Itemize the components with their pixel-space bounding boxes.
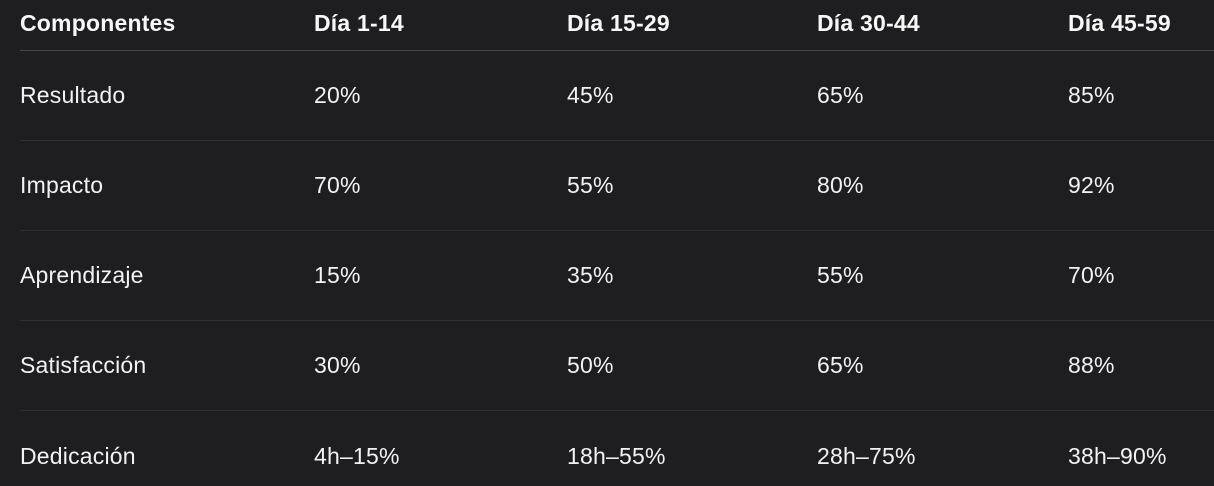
value-cell: 38h–90% xyxy=(1068,442,1167,469)
value-cell: 85% xyxy=(1068,82,1115,108)
row-label: Dedicación xyxy=(20,442,136,469)
row-label: Resultado xyxy=(20,82,126,108)
column-header-dia-15-29: Día 15-29 xyxy=(567,9,670,36)
table-row-satisfaccion: Satisfacción 30% 50% 65% 88% xyxy=(20,321,1214,411)
value-cell: 88% xyxy=(1068,352,1115,378)
value-cell: 35% xyxy=(567,262,614,288)
value-cell: 45% xyxy=(567,82,614,108)
table-row-aprendizaje: Aprendizaje 15% 35% 55% 70% xyxy=(20,231,1214,321)
value-cell: 70% xyxy=(1068,262,1115,288)
row-label: Satisfacción xyxy=(20,352,147,378)
value-cell: 18h–55% xyxy=(567,442,666,469)
value-cell: 55% xyxy=(567,172,614,198)
table-header-row: Componentes Día 1-14 Día 15-29 Día 30-44… xyxy=(20,0,1214,51)
value-cell: 80% xyxy=(817,172,864,198)
value-cell: 70% xyxy=(314,172,361,198)
value-cell: 50% xyxy=(567,352,614,378)
value-cell: 28h–75% xyxy=(817,442,916,469)
value-cell: 65% xyxy=(817,352,864,378)
value-cell: 65% xyxy=(817,82,864,108)
value-cell: 15% xyxy=(314,262,361,288)
table-row-dedicacion: Dedicación 4h–15% 18h–55% 28h–75% 38h–90… xyxy=(20,411,1214,486)
table-row-impacto: Impacto 70% 55% 80% 92% xyxy=(20,141,1214,231)
column-header-dia-30-44: Día 30-44 xyxy=(817,9,920,36)
row-label: Aprendizaje xyxy=(20,262,144,288)
value-cell: 20% xyxy=(314,82,361,108)
column-header-dia-1-14: Día 1-14 xyxy=(314,9,404,36)
row-label: Impacto xyxy=(20,172,104,198)
value-cell: 92% xyxy=(1068,172,1115,198)
value-cell: 4h–15% xyxy=(314,442,400,469)
column-header-dia-45-59: Día 45-59 xyxy=(1068,9,1171,36)
value-cell: 30% xyxy=(314,352,361,378)
table-row-resultado: Resultado 20% 45% 65% 85% xyxy=(20,51,1214,141)
column-header-componentes: Componentes xyxy=(20,9,176,36)
value-cell: 55% xyxy=(817,262,864,288)
